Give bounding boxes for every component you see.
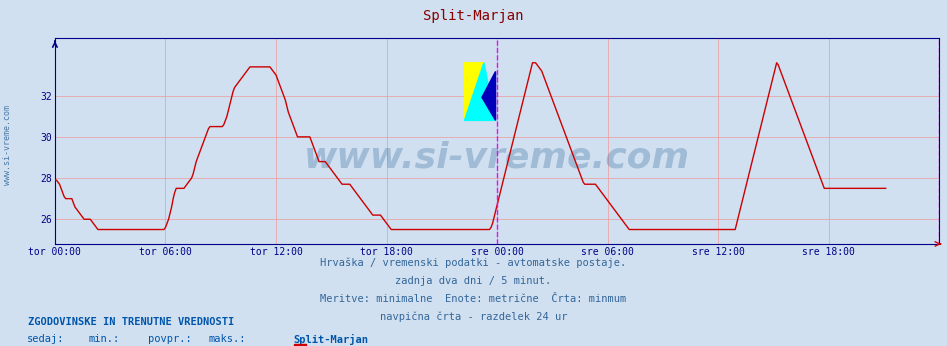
Text: sedaj:: sedaj: xyxy=(27,334,64,344)
Polygon shape xyxy=(464,63,484,120)
Text: www.si-vreme.com: www.si-vreme.com xyxy=(3,105,12,185)
Polygon shape xyxy=(482,71,495,120)
Text: Split-Marjan: Split-Marjan xyxy=(423,9,524,22)
Text: povpr.:: povpr.: xyxy=(148,334,191,344)
Text: Meritve: minimalne  Enote: metrične  Črta: minmum: Meritve: minimalne Enote: metrične Črta:… xyxy=(320,294,627,304)
Polygon shape xyxy=(464,63,495,120)
Text: Hrvaška / vremenski podatki - avtomatske postaje.: Hrvaška / vremenski podatki - avtomatske… xyxy=(320,258,627,268)
Text: maks.:: maks.: xyxy=(208,334,246,344)
Text: www.si-vreme.com: www.si-vreme.com xyxy=(304,140,690,174)
Text: navpična črta - razdelek 24 ur: navpična črta - razdelek 24 ur xyxy=(380,312,567,322)
Text: Split-Marjan: Split-Marjan xyxy=(294,334,368,345)
Text: min.:: min.: xyxy=(88,334,119,344)
Text: ZGODOVINSKE IN TRENUTNE VREDNOSTI: ZGODOVINSKE IN TRENUTNE VREDNOSTI xyxy=(28,317,235,327)
Text: zadnja dva dni / 5 minut.: zadnja dva dni / 5 minut. xyxy=(396,276,551,286)
